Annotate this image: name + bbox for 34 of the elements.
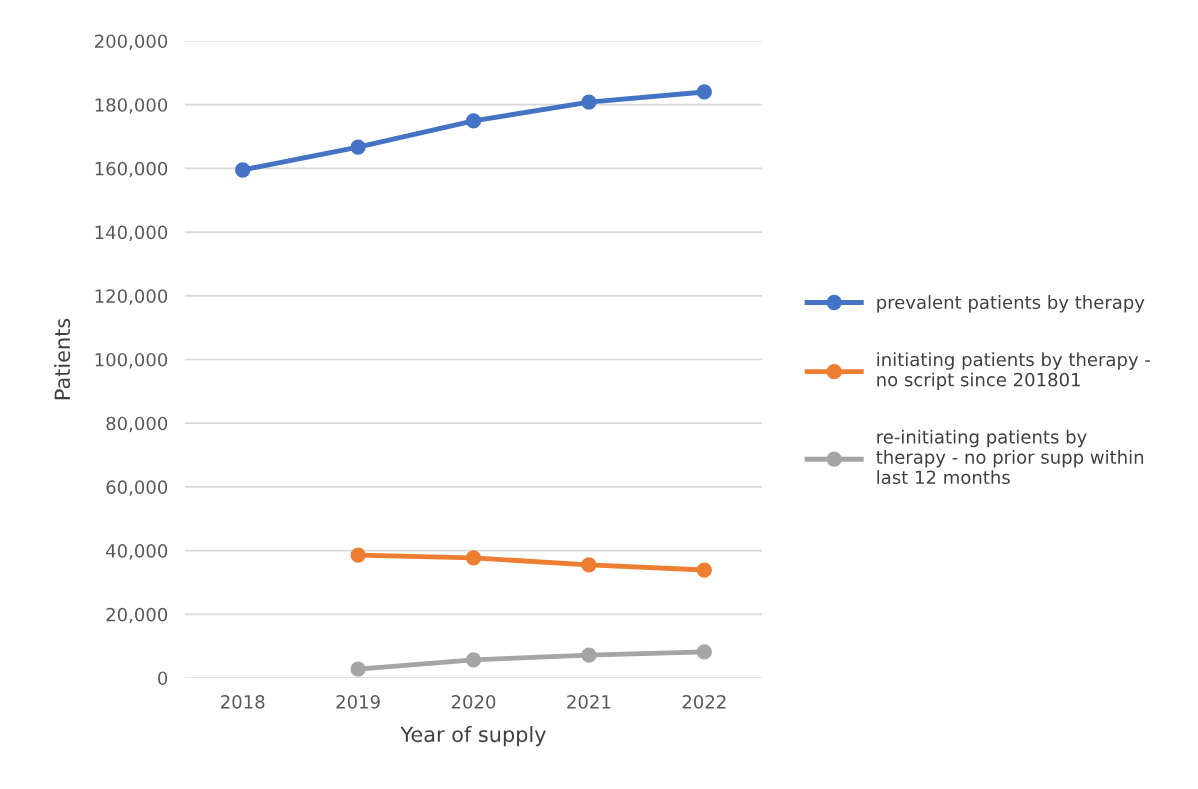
point	[350, 661, 366, 677]
point	[696, 562, 712, 578]
y-tick-label: 40,000	[106, 544, 168, 560]
y-tick-label: 160,000	[95, 161, 168, 178]
point	[235, 162, 251, 178]
y-tick-label: 120,000	[95, 289, 168, 305]
x-tick-label: 2022	[682, 694, 726, 709]
y-tick-label: 0	[158, 671, 168, 686]
point	[465, 550, 482, 566]
legend-label: initiating patients by therapy - no script since 201801	[877, 352, 1151, 390]
legend-label: re-initiating patients by therapy - no prior supp within last 12 months	[876, 429, 1144, 485]
point	[581, 94, 597, 110]
y-tick-label: 200,000	[94, 34, 168, 50]
y-tick-label: 140,000	[95, 225, 168, 242]
y-tick-label: 80,000	[106, 416, 168, 433]
legend-label: prevalent patients by therapy	[877, 295, 1145, 313]
point	[465, 652, 482, 668]
x-tick-label: 2019	[336, 694, 380, 709]
x-tick-label: 2018	[221, 694, 265, 709]
point	[696, 84, 712, 100]
x-tick-label: 2021	[567, 694, 611, 709]
x-tick-label: 2020	[451, 694, 496, 709]
x-axis-title: Year of supply	[400, 726, 546, 747]
y-tick-label: 20,000	[106, 607, 168, 624]
point	[350, 547, 366, 563]
y-tick-label: 180,000	[95, 98, 168, 114]
y-axis-title: Patients	[54, 318, 71, 400]
point	[581, 647, 597, 663]
y-tick-label: 100,000	[95, 352, 168, 369]
point	[696, 644, 712, 660]
point	[350, 139, 366, 155]
point	[465, 113, 482, 129]
y-tick-label: 60,000	[106, 480, 168, 496]
point	[581, 557, 597, 573]
